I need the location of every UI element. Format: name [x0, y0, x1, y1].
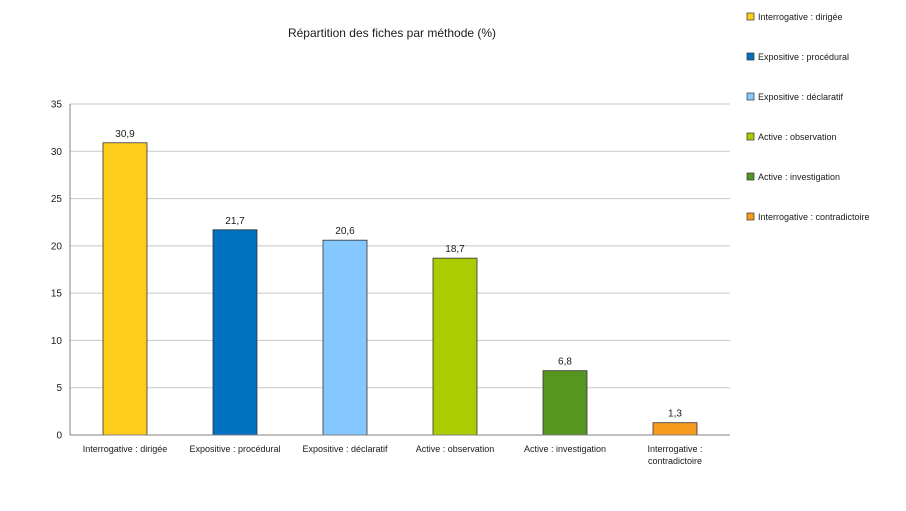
- legend-swatch: [746, 132, 755, 141]
- y-tick-label: 10: [51, 336, 63, 347]
- bar: [322, 239, 368, 436]
- x-tick-label: Interrogative :: [647, 444, 702, 454]
- legend-swatch: [746, 92, 755, 101]
- legend-label: Active : investigation: [758, 172, 840, 182]
- chart-title: Répartition des fiches par méthode (%): [288, 26, 496, 40]
- y-tick-label: 25: [51, 194, 63, 205]
- legend-label: Interrogative : contradictoire: [758, 212, 870, 222]
- data-label: 6,8: [558, 357, 572, 368]
- data-label: 18,7: [445, 244, 465, 255]
- data-label: 30,9: [115, 129, 135, 140]
- y-tick-label: 0: [56, 431, 62, 442]
- bar: [432, 257, 478, 436]
- legend-label: Expositive : déclaratif: [758, 92, 844, 102]
- bars: 30,9 21,7 20,6 18,7 6,8 1,3: [102, 129, 698, 436]
- y-tick-label: 15: [51, 289, 63, 300]
- y-axis: 0 5 10 15 20 25 30 35: [51, 100, 71, 442]
- y-tick-label: 5: [56, 383, 62, 394]
- bar: [652, 422, 698, 436]
- legend-swatch: [746, 212, 755, 221]
- legend: Interrogative : dirigée Expositive : proc…: [746, 12, 870, 222]
- bar: [102, 142, 148, 436]
- legend-label: Active : observation: [758, 132, 837, 142]
- x-tick-label: Expositive : déclaratif: [302, 444, 388, 454]
- data-label: 1,3: [668, 409, 682, 420]
- x-axis: Interrogative : dirigée Expositive : proc…: [70, 434, 730, 466]
- x-tick-label: Interrogative : dirigée: [83, 444, 168, 454]
- x-tick-label: contradictoire: [648, 456, 702, 466]
- legend-label: Expositive : procédural: [758, 52, 849, 62]
- legend-label: Interrogative : dirigée: [758, 12, 843, 22]
- legend-swatch: [746, 172, 755, 181]
- gridlines: [70, 103, 730, 436]
- legend-swatch: [746, 12, 755, 21]
- y-tick-label: 20: [51, 241, 63, 252]
- data-label: 20,6: [335, 226, 355, 237]
- bar: [212, 229, 258, 436]
- y-tick-label: 30: [51, 147, 63, 158]
- x-tick-label: Active : observation: [416, 444, 495, 454]
- x-tick-label: Active : investigation: [524, 444, 606, 454]
- data-label: 21,7: [225, 216, 245, 227]
- y-tick-label: 35: [51, 100, 63, 111]
- x-tick-label: Expositive : procédural: [189, 444, 280, 454]
- bar: [542, 370, 588, 436]
- legend-swatch: [746, 52, 755, 61]
